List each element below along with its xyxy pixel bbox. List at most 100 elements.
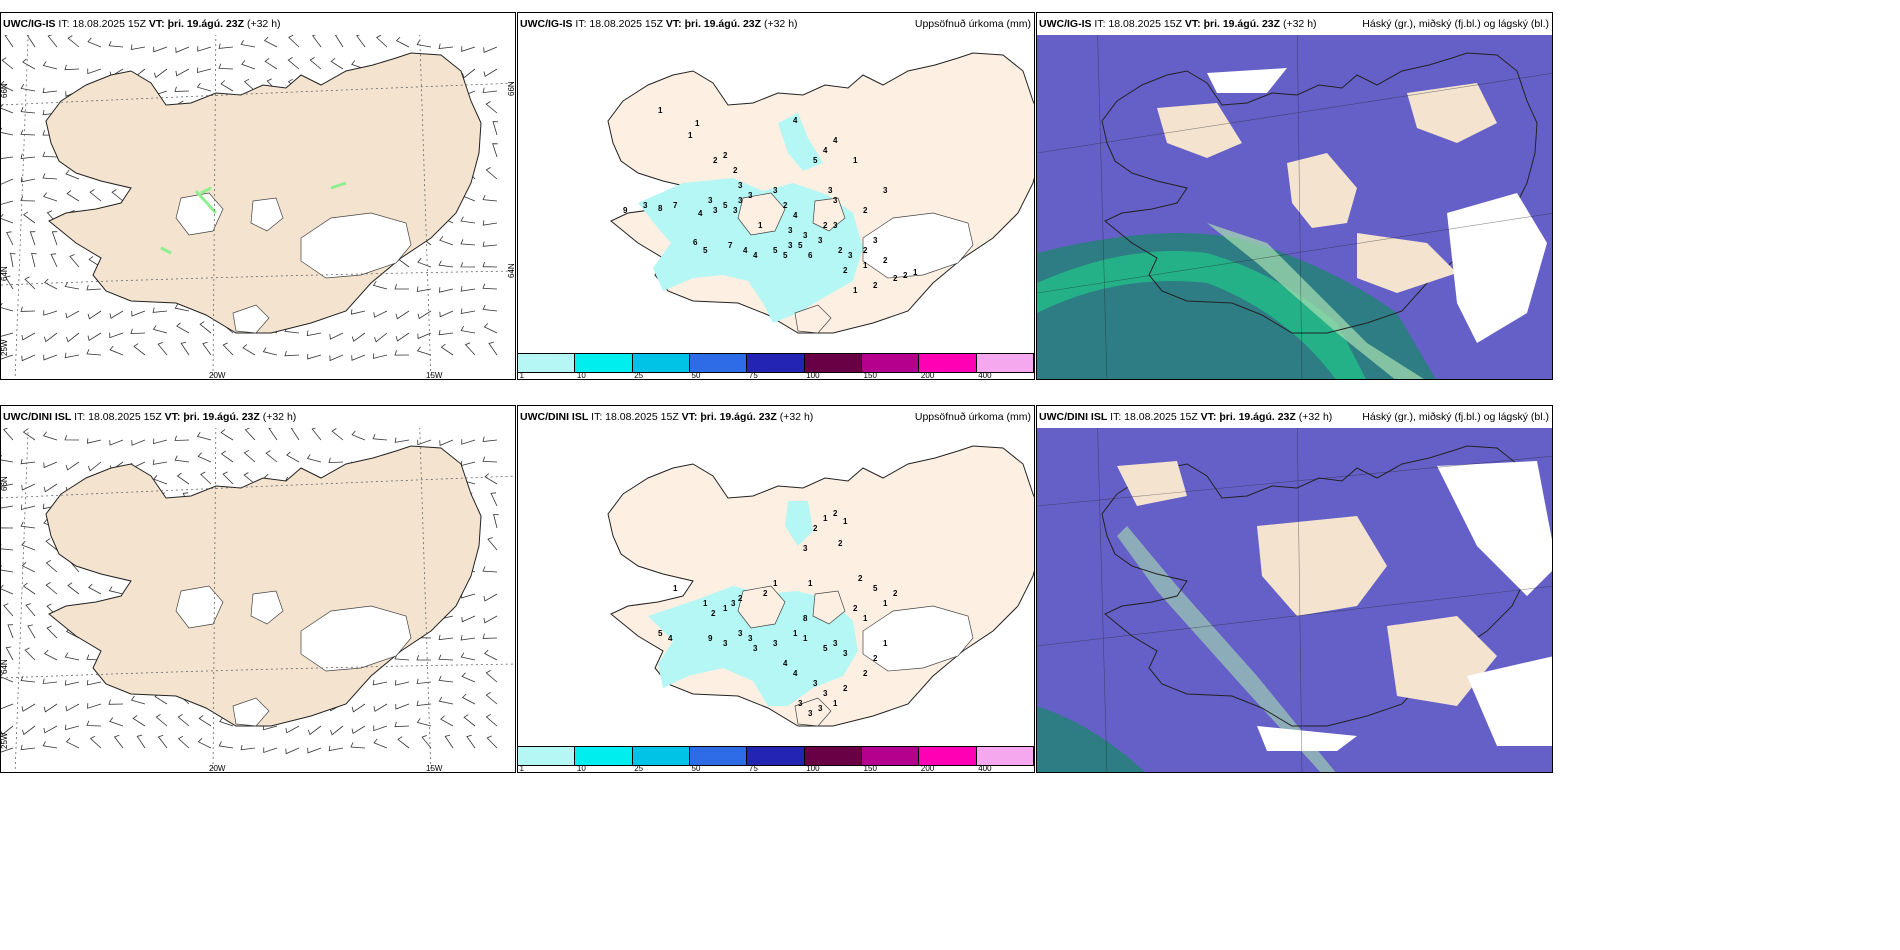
wind-barb: [1, 354, 14, 360]
lon-label-20: 20W: [209, 764, 226, 773]
wind-barb: [397, 736, 410, 749]
wind-barb: [351, 354, 366, 361]
wind-barb: [438, 696, 454, 705]
init-time: IT: 18.08.2025 15Z: [1110, 411, 1198, 423]
wind-barb: [438, 675, 454, 683]
wind-barb: [66, 190, 80, 202]
wind-barb: [136, 734, 146, 749]
clear-land-areas: [1117, 461, 1497, 706]
wind-barb: [131, 439, 146, 446]
wind-barb: [153, 475, 168, 485]
wind-barb: [51, 231, 58, 246]
wind-barb: [152, 307, 168, 313]
wind-barb: [334, 33, 344, 48]
legend-swatch: [632, 747, 690, 765]
wind-barb: [42, 431, 58, 441]
precip-value: 2: [883, 256, 888, 265]
wind-barb: [482, 283, 498, 290]
wind-barb: [307, 747, 322, 754]
model-name: UWC/IG-IS: [520, 18, 573, 30]
valid-time: VT: þri. 19.ágú. 23Z: [1184, 18, 1281, 30]
precip-value: 1: [833, 699, 838, 708]
precip-value: 3: [738, 181, 743, 190]
wind-barb: [483, 615, 498, 624]
precip-value: 3: [738, 629, 743, 638]
precip-value: 2: [863, 206, 868, 215]
wind-barb: [485, 670, 498, 683]
wind-barb: [483, 323, 498, 334]
product-title: Uppsöfnuð úrkoma (mm): [914, 411, 1031, 423]
wind-barb: [372, 434, 388, 441]
wind-barb: [175, 46, 190, 53]
wind-barb: [461, 592, 476, 599]
precip-value: 1: [723, 604, 728, 613]
precip-value: 3: [788, 226, 793, 235]
precip-value: 1: [913, 268, 918, 277]
precip-value: 5: [658, 629, 663, 638]
precip-value: 1: [688, 131, 693, 140]
precip-value: 5: [813, 156, 818, 165]
lat-label-66: 66N: [1, 83, 9, 98]
wind-barb: [312, 33, 322, 48]
precip-value: 2: [858, 574, 863, 583]
wind-barb: [202, 341, 212, 356]
wind-barb: [461, 46, 476, 52]
lat-label-66: 66N: [1, 476, 9, 491]
wind-barb: [394, 680, 410, 686]
lat-label-64: 64N: [1, 266, 9, 281]
valid-time: VT: þri. 19.ágú. 23Z: [148, 18, 245, 30]
wind-barb: [155, 714, 168, 727]
wind-barb: [395, 332, 410, 342]
legend-tick-label: 150: [863, 764, 877, 773]
precip-area-main: [638, 178, 863, 323]
wind-barb: [25, 603, 36, 617]
legend-swatch: [575, 747, 633, 765]
wind-barb: [307, 725, 322, 736]
wind-barb: [21, 703, 36, 712]
wind-barb: [438, 634, 454, 641]
wind-barb: [439, 310, 454, 318]
wind-barb: [87, 703, 102, 709]
wind-barb: [482, 456, 498, 463]
precip-value: 5: [723, 201, 728, 210]
wind-barb: [42, 678, 58, 685]
product-title: Háský (gr.), miðský (fj.bl.) og lágský (…: [1362, 18, 1549, 30]
legend-tick-label: 50: [691, 764, 701, 773]
init-time: IT: 18.08.2025 15Z: [58, 18, 146, 30]
lead-time: (+32 h): [1298, 411, 1333, 423]
precip-value: 3: [803, 231, 808, 240]
wind-barb: [482, 241, 498, 247]
wind-barb: [87, 68, 102, 75]
precip-legend: 1 10 25 50 75 100 150 200 400: [518, 746, 1034, 772]
model-name: UWC/IG-IS: [3, 18, 56, 30]
precip-value: 1: [673, 584, 678, 593]
wind-barb: [109, 345, 124, 356]
wind-barb: [43, 332, 58, 343]
precip-value: 1: [803, 634, 808, 643]
precip-value: 4: [743, 246, 748, 255]
wind-barb: [372, 679, 388, 686]
panel-header: UWC/DINI ISL IT: 18.08.2025 15Z VT: þri.…: [518, 406, 1034, 428]
precip-value: 3: [833, 196, 838, 205]
wind-barb: [50, 253, 58, 268]
wind-barb: [488, 341, 498, 356]
wind-barb: [374, 332, 388, 343]
legend-swatch: [804, 354, 862, 372]
wind-barb: [22, 582, 36, 595]
wind-barb: [331, 428, 344, 441]
precip-value: 6: [808, 251, 813, 260]
wind-barb: [153, 68, 168, 79]
precip-value: 9: [708, 634, 713, 643]
wind-barb: [483, 68, 498, 78]
graticule: [1037, 13, 1552, 379]
wind-barb: [241, 60, 256, 70]
legend-tick-label: 25: [634, 371, 644, 380]
wind-barb: [416, 286, 432, 292]
wind-barb: [20, 153, 36, 159]
wind-barb: [493, 513, 499, 529]
init-time: IT: 18.08.2025 15Z: [591, 411, 679, 423]
precip-value: 2: [863, 246, 868, 255]
legend-swatch: [747, 747, 805, 765]
wind-barb: [43, 725, 58, 734]
